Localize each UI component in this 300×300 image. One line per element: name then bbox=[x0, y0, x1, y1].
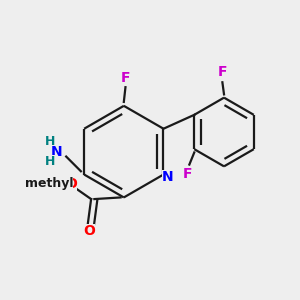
Text: N: N bbox=[51, 145, 63, 159]
Text: F: F bbox=[183, 167, 193, 182]
Text: N: N bbox=[162, 170, 173, 184]
Text: methyl: methyl bbox=[25, 177, 74, 190]
Text: F: F bbox=[121, 71, 130, 85]
Text: O: O bbox=[65, 177, 77, 191]
Text: O: O bbox=[83, 224, 95, 238]
Text: H: H bbox=[45, 155, 55, 168]
Text: H: H bbox=[45, 135, 55, 148]
Text: F: F bbox=[218, 65, 227, 80]
